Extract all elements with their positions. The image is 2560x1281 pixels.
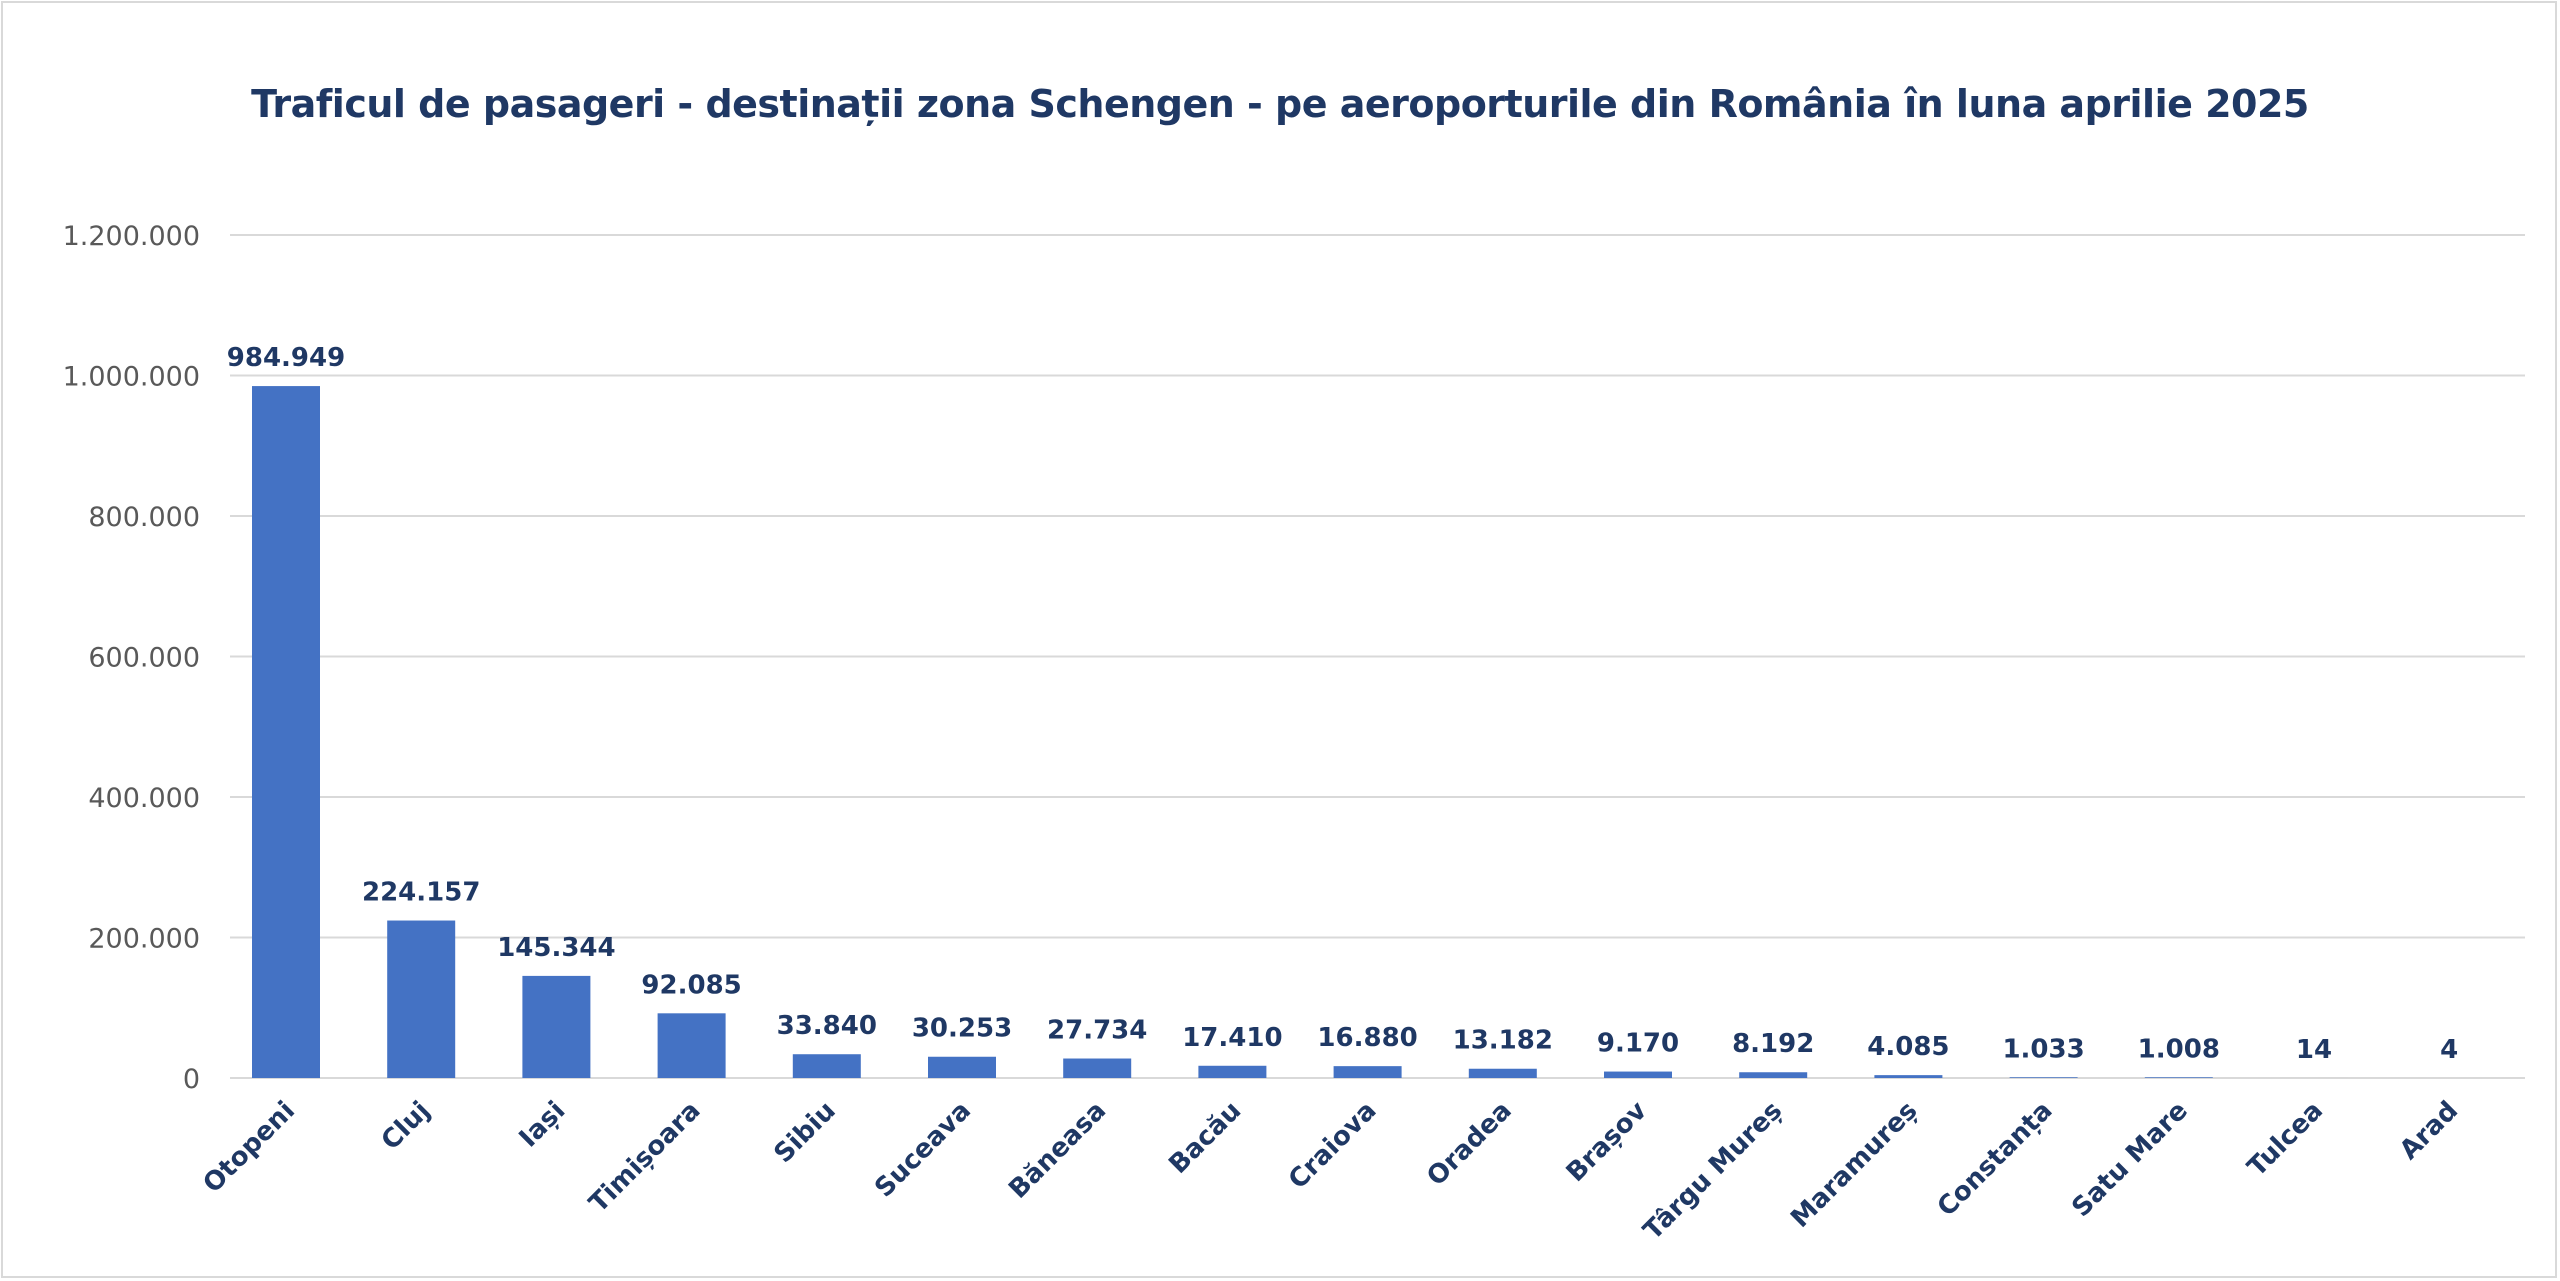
y-tick-label: 800.000 xyxy=(88,502,200,533)
category-label: Constanța xyxy=(1932,1096,2059,1223)
bars xyxy=(252,386,2484,1078)
y-tick-label: 1.200.000 xyxy=(63,221,200,252)
y-tick-label: 200.000 xyxy=(88,924,200,955)
category-label: Tulcea xyxy=(2242,1096,2329,1183)
data-label: 8.192 xyxy=(1732,1029,1814,1059)
bar-11 xyxy=(1739,1072,1808,1078)
y-axis-ticks: 0 200.000 400.000 600.000 800.000 1.000.000 1.… xyxy=(63,221,200,1095)
category-label: Cluj xyxy=(376,1096,436,1156)
x-axis-labels: Otopeni Cluj Iași Timișoara Sibiu Suceava Băne… xyxy=(198,1096,2464,1246)
category-label: Sibiu xyxy=(768,1096,841,1169)
data-labels: 984.949 224.157 145.344 92.085 33.840 30.253 2… xyxy=(227,343,2458,1065)
data-label: 27.734 xyxy=(1047,1016,1147,1046)
data-label: 1.008 xyxy=(2138,1034,2220,1064)
category-label: Brașov xyxy=(1561,1096,1653,1188)
y-tick-label: 1.000.000 xyxy=(63,362,200,393)
bar-10 xyxy=(1604,1071,1672,1078)
category-label: Iași xyxy=(514,1096,572,1154)
bar-7 xyxy=(1198,1065,1267,1078)
category-label: Suceava xyxy=(869,1096,977,1204)
data-label: 4.085 xyxy=(1867,1032,1949,1062)
chart-title: Traficul de pasageri - destinații zona S… xyxy=(251,82,2309,126)
y-tick-label: 600.000 xyxy=(88,643,200,674)
bar-8 xyxy=(1333,1066,1402,1078)
data-label: 9.170 xyxy=(1597,1029,1679,1059)
category-label: Oradea xyxy=(1421,1096,1517,1192)
bar-9 xyxy=(1468,1068,1537,1078)
category-label: Maramureș xyxy=(1785,1096,1923,1234)
gridlines xyxy=(230,234,2525,1079)
category-label: Bacău xyxy=(1163,1096,1247,1180)
data-label: 17.410 xyxy=(1182,1023,1282,1053)
category-label: Satu Mare xyxy=(2066,1096,2193,1223)
data-label: 33.840 xyxy=(777,1011,877,1041)
data-label: 16.880 xyxy=(1317,1023,1417,1053)
bar-12 xyxy=(1874,1075,1943,1078)
data-label: 984.949 xyxy=(227,343,345,373)
bar-2 xyxy=(522,975,591,1078)
data-label: 13.182 xyxy=(1453,1026,1553,1056)
data-label: 1.033 xyxy=(2002,1034,2084,1064)
category-label: Târgu Mureș xyxy=(1638,1096,1788,1246)
category-label: Arad xyxy=(2394,1096,2464,1166)
data-label: 14 xyxy=(2296,1035,2332,1065)
bar-5 xyxy=(928,1056,996,1078)
category-label: Timișoara xyxy=(584,1096,707,1219)
y-tick-label: 400.000 xyxy=(88,783,200,814)
data-label: 4 xyxy=(2440,1035,2458,1065)
data-label: 145.344 xyxy=(497,933,615,963)
bar-13 xyxy=(2009,1077,2078,1078)
bar-14 xyxy=(2144,1077,2213,1078)
bar-4 xyxy=(792,1054,861,1078)
bar-1 xyxy=(387,920,456,1078)
bar-3 xyxy=(657,1013,726,1078)
bar-0 xyxy=(252,386,320,1078)
category-label: Băneasa xyxy=(1003,1096,1112,1205)
category-label: Craiova xyxy=(1283,1096,1383,1196)
data-label: 30.253 xyxy=(912,1014,1012,1044)
category-label: Otopeni xyxy=(198,1096,301,1199)
data-label: 92.085 xyxy=(641,970,741,1000)
data-label: 224.157 xyxy=(362,878,480,908)
y-tick-label: 0 xyxy=(183,1064,200,1095)
bar-6 xyxy=(1063,1058,1132,1078)
